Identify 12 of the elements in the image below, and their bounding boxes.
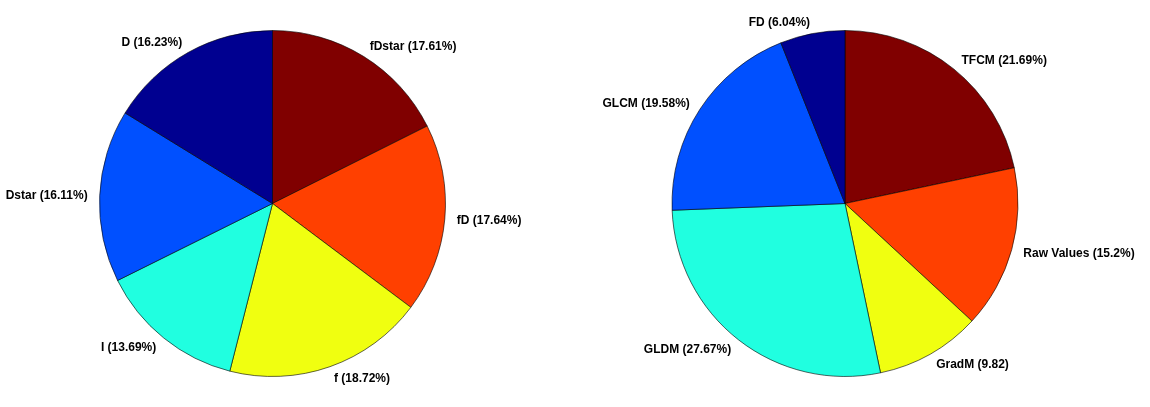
slice-label: FD (6.04%): [748, 14, 811, 29]
slice-label: f (18.72%): [333, 370, 390, 385]
slice-label: GLDM (27.67%): [643, 342, 732, 357]
slice-label: GLCM (19.58%): [602, 95, 690, 110]
slice-label: I (13.69%): [100, 340, 157, 355]
slice-label: fDstar (17.61%): [369, 39, 457, 54]
slice-label: Raw Values (15.2%): [1023, 245, 1135, 260]
slice-label: fD (17.64%): [456, 213, 522, 228]
slice-label: D (16.23%): [121, 35, 183, 50]
slice-label: GradM (9.82): [936, 357, 1009, 372]
slice-label: Dstar (16.11%): [5, 188, 88, 203]
slice-label: TFCM (21.69%): [961, 52, 1047, 67]
